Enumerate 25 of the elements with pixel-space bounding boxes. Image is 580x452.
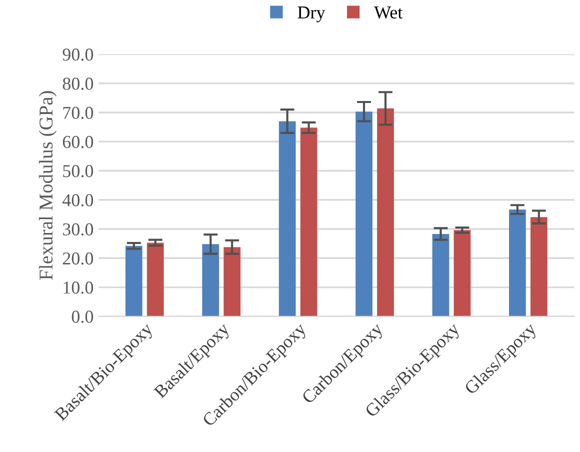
y-tick-label: 10.0: [64, 282, 94, 294]
y-tick-label: 50.0: [63, 165, 94, 178]
y-tick-label: 40.0: [62, 194, 94, 206]
y-axis-title: Flexural Modulus (GPa): [38, 91, 57, 280]
y-tick-label: 20.0: [62, 252, 94, 265]
bar: [530, 217, 548, 316]
bar: [508, 209, 526, 316]
y-tick-label: 30.0: [63, 223, 94, 236]
bar: [356, 112, 372, 316]
y-tick-label: 80.0: [62, 78, 94, 90]
bar: [454, 230, 471, 316]
bar: [224, 247, 241, 316]
bar: [377, 108, 394, 316]
y-tick-label: 0.0: [72, 310, 94, 323]
bar: [125, 246, 142, 316]
y-tick-label: 70.0: [63, 106, 94, 120]
legend-label: Dry: [298, 6, 326, 22]
bar: [202, 244, 220, 316]
bar: [432, 234, 450, 316]
bar: [146, 242, 164, 316]
y-tick-label: 60.0: [62, 136, 94, 148]
legend-label: Wet: [374, 6, 403, 19]
y-tick-label: 90.0: [62, 48, 94, 61]
bar: [278, 121, 296, 316]
bar: [300, 128, 318, 316]
